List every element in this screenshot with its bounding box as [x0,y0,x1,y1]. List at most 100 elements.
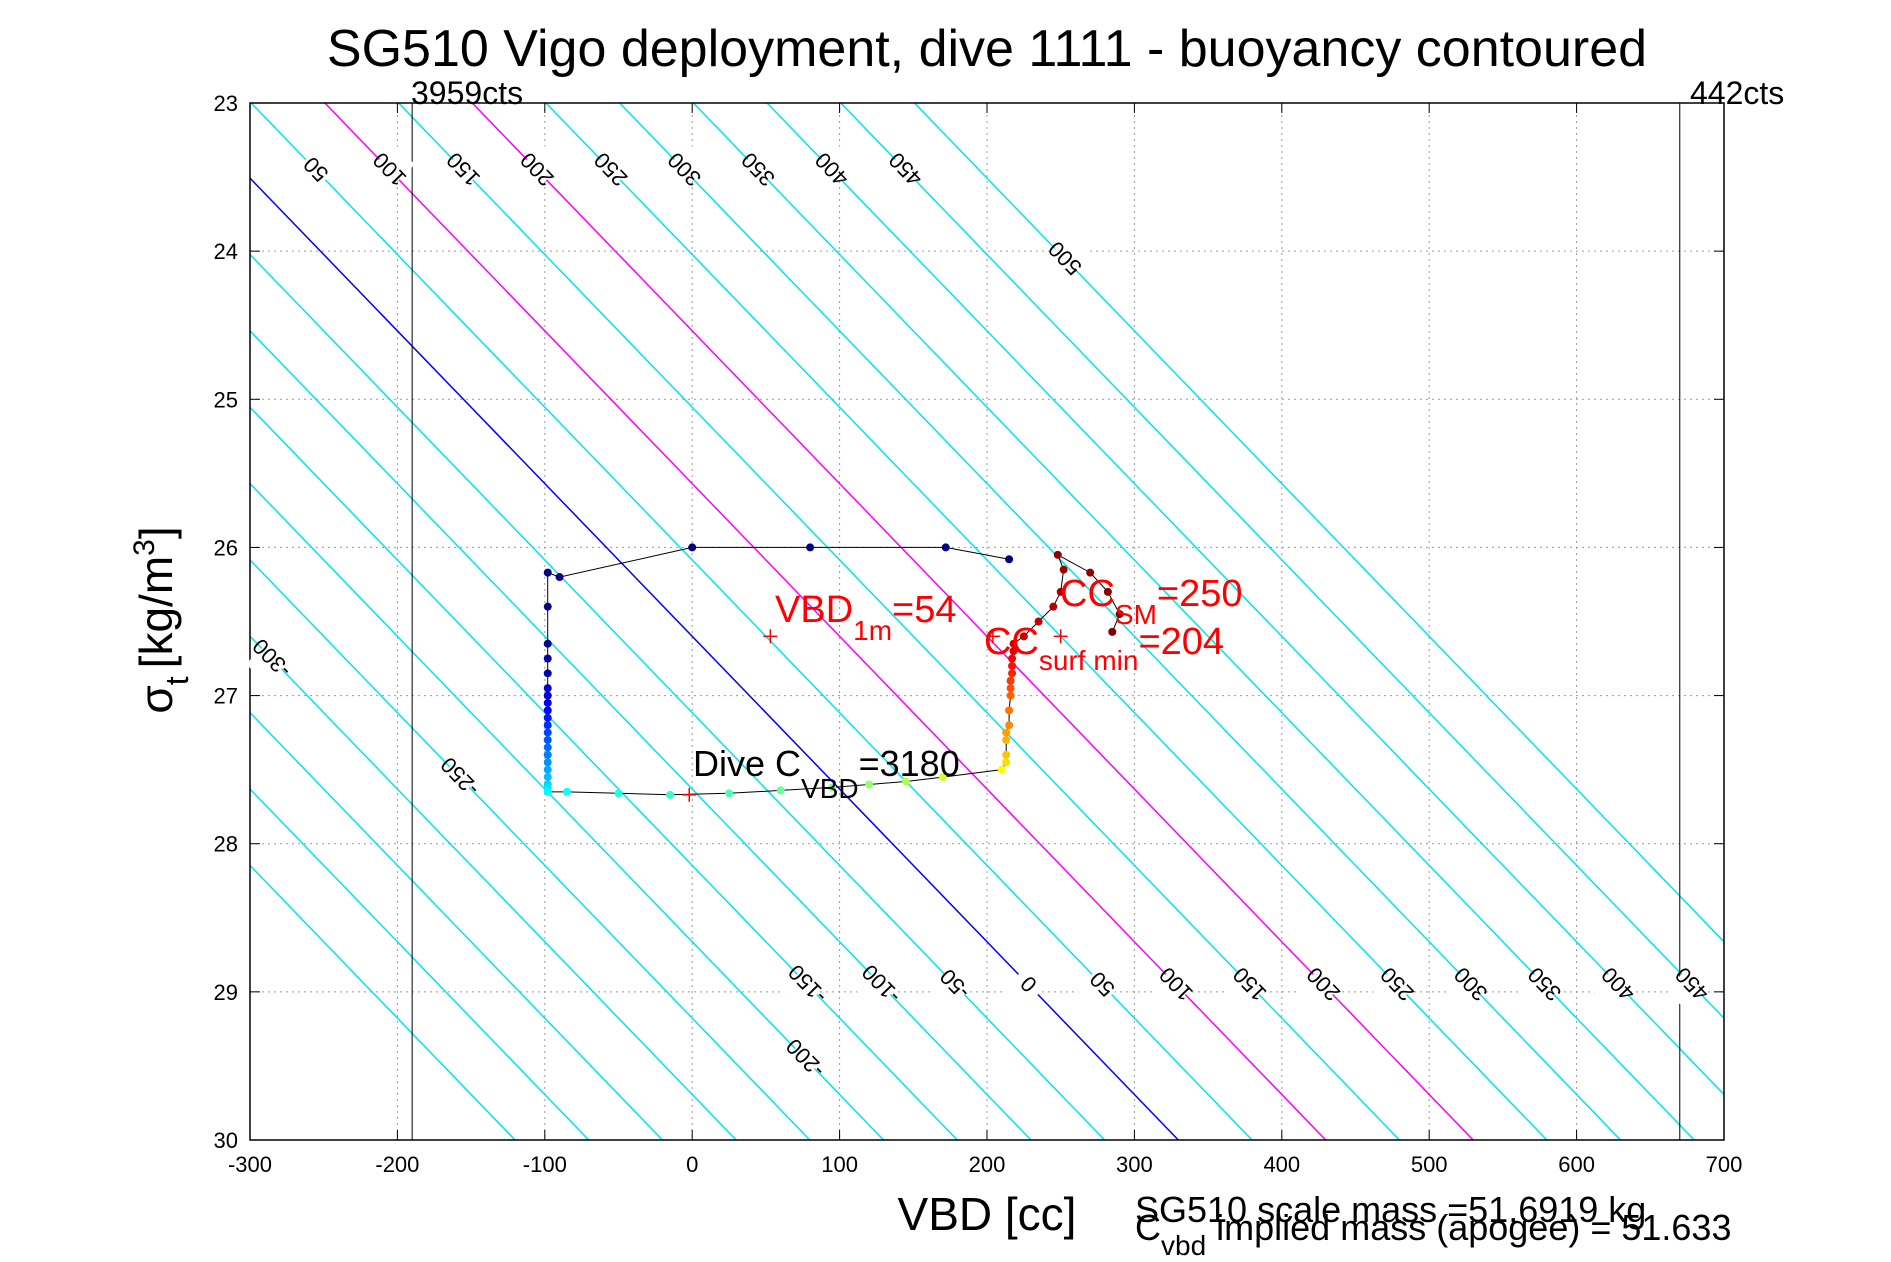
track-point [1008,661,1017,670]
track-point [828,783,837,792]
contour-label-bg [433,751,486,803]
x-tick-label: 300 [1116,1152,1153,1177]
track-point [543,684,552,693]
track-point [543,691,552,700]
estimate-markers [682,629,1068,802]
track-point [1103,587,1112,596]
svg-text:VBD1m=54: VBD1m=54 [775,589,957,646]
contour-label-bg [1002,959,1054,1010]
annotation-dive-c-vbd: Dive CVBD=3180 [693,743,960,804]
contour-line [398,103,1400,1140]
estimate-marker [1053,629,1068,644]
track-point [555,573,564,582]
contour-line [619,103,1622,1140]
annotation-vbd-1m: VBD1m=54 [775,589,957,646]
annotation-cc-surf-sub: surf min [1039,645,1139,676]
contour-line [250,482,885,1140]
track-point [1115,610,1124,619]
contour-line [471,103,1474,1140]
track-point [688,543,697,552]
track-point [543,654,552,663]
contour-label-bg [658,144,710,196]
contour-line [250,635,737,1140]
contour-line [250,177,1179,1140]
track-point [543,698,552,707]
x-tick-label: 400 [1263,1152,1300,1177]
contour-line [250,787,590,1140]
track-point [543,750,552,759]
track-point [543,736,552,745]
limit-label-right: 442cts [1690,75,1784,111]
x-tick-labels: -300 -200 -100 0 100 200 300 400 500 600 700 [228,103,1742,1177]
track-point [1059,565,1068,574]
chart-title: SG510 Vigo deployment, dive 1111 - buoya… [327,20,1647,78]
contour-label-bg [1592,959,1644,1010]
contour-label-bg [1297,959,1349,1010]
y-axis-label-sub: t [159,676,195,685]
track-point [1056,587,1065,596]
track-point [1002,736,1011,745]
track-point [1009,647,1018,656]
y-axis-label: σt [kg/m3] [128,526,195,713]
y-axis-label-sup: 3 [128,539,161,556]
track-point [614,789,623,798]
track-point [1005,721,1014,730]
contour-line [692,103,1695,1140]
track-point [543,706,552,715]
contour-line [250,253,1106,1140]
x-tick-label: 500 [1411,1152,1448,1177]
estimate-marker [985,629,1000,644]
contour-label-bg [1223,959,1275,1010]
contour-line [324,103,1327,1140]
annotation-cc-surf-tail: =204 [1138,621,1224,663]
contour-label-bg [779,1033,831,1084]
contour-line [250,103,1253,1140]
annotation-cc-surf-main: CC [984,621,1039,663]
x-tick-label: -100 [523,1152,567,1177]
track-point [543,669,552,678]
x-tick-label: -200 [375,1152,419,1177]
annotation-vbd-1m-sub: 1m [853,615,892,646]
implied-mass-text: Cvbd implied mass (apogee) = 51.633 [1135,1207,1731,1261]
track-point [1019,632,1028,641]
annotation-dive-c-sub: VBD [801,773,859,804]
track-point [1053,550,1062,559]
track-point [543,568,552,577]
vbd-limit-lines [411,103,1681,1140]
track-point [1002,758,1011,767]
annotation-cc-sm-tail: =250 [1157,573,1243,615]
y-axis-label-close: ] [130,526,182,539]
track-point [941,543,950,552]
contour-label-bg [1444,959,1496,1010]
contour-line [766,103,1724,1096]
contour-label-bg [781,959,833,1010]
track-point [1005,706,1014,715]
grid [250,103,1724,1140]
y-tick-label: 30 [214,1128,238,1153]
track-point [543,639,552,648]
contour-line [913,103,1724,943]
dive-track [543,543,1124,799]
limit-label-left: 3959cts [411,75,523,111]
track-point [806,543,815,552]
annotation-cc-surf-min: CCsurf min=204 [984,621,1224,676]
contour-label-bg [928,959,981,1010]
contour-label-bg [363,144,415,196]
track-line [547,546,1121,796]
implied-mass-tail: implied mass (apogee) = 51.633 [1206,1207,1731,1248]
svg-text:CCSM=250: CCSM=250 [1060,573,1242,630]
track-point [901,777,910,786]
contour-label-bg [289,144,342,196]
track-point [1008,654,1017,663]
track-point [1006,691,1015,700]
contour-label-bg [1039,233,1091,284]
track-point [543,758,552,767]
x-tick-label: 600 [1558,1152,1595,1177]
track-point [562,787,571,796]
implied-mass-main: C [1135,1207,1161,1248]
contour-label-bg [1076,959,1128,1010]
annotation-dive-c-main: Dive C [693,743,801,784]
x-tick-label: -300 [228,1152,272,1177]
contour-label-bg [1371,959,1423,1010]
y-tick-label: 24 [214,239,238,264]
